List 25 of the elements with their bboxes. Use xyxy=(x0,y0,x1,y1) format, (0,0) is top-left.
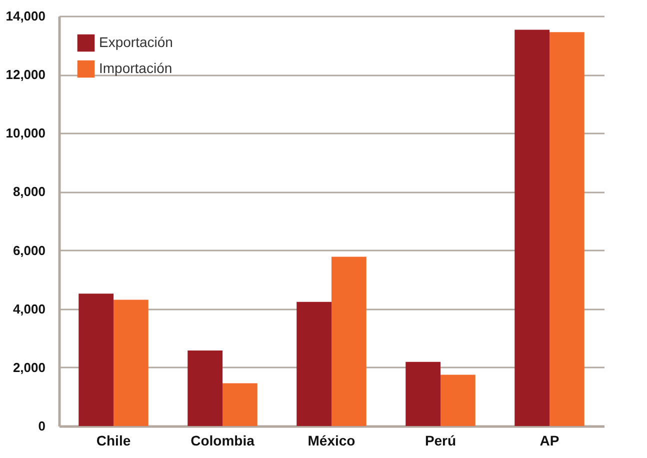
x-tick-label: Perú xyxy=(424,432,456,448)
y-tick-label: 14,000 xyxy=(6,8,46,24)
bar xyxy=(406,362,440,426)
y-tick-label: 10,000 xyxy=(6,126,46,141)
y-tick-label: 4,000 xyxy=(12,301,46,316)
bar xyxy=(222,383,258,426)
legend-label: Importación xyxy=(99,60,172,76)
x-tick-label: México xyxy=(308,432,356,448)
x-tick-label: Chile xyxy=(96,432,131,448)
y-tick-label: 2,000 xyxy=(12,360,46,375)
bar xyxy=(78,294,114,426)
bar xyxy=(188,350,222,426)
y-tick-label: 12,000 xyxy=(6,67,46,82)
bar xyxy=(296,302,332,426)
bar xyxy=(440,374,476,426)
y-tick-label: 0 xyxy=(38,418,46,434)
bar xyxy=(332,256,366,426)
bar xyxy=(550,32,584,426)
x-tick-label: AP xyxy=(540,432,560,448)
y-tick-label: 8,000 xyxy=(12,184,46,200)
legend-label: Exportación xyxy=(99,34,173,50)
bar xyxy=(114,300,148,426)
y-tick-label: 6,000 xyxy=(12,242,46,258)
bar xyxy=(514,30,550,426)
x-tick-label: Colombia xyxy=(190,432,255,448)
